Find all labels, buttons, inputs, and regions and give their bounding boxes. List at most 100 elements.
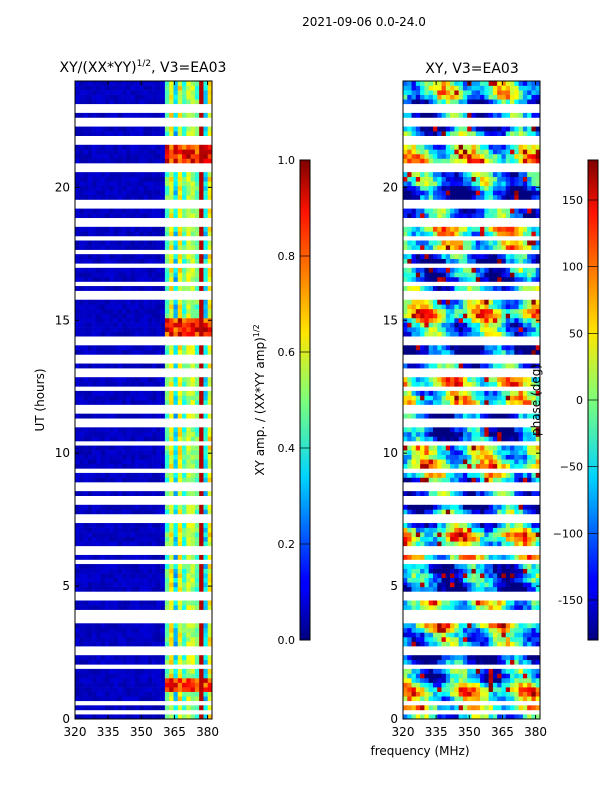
amp-cell	[177, 158, 183, 164]
amp-cell	[126, 696, 131, 702]
phase-cell	[535, 272, 541, 278]
phase-cell	[501, 504, 507, 510]
amp-cell	[122, 677, 127, 683]
phase-cell	[458, 705, 464, 711]
amp-cell	[164, 582, 170, 588]
amp-cell	[164, 636, 170, 642]
phase-cell	[510, 400, 515, 405]
phase-cell	[432, 687, 438, 692]
amp-cell	[164, 445, 170, 451]
amp-cell	[100, 682, 106, 688]
amp-cell	[87, 85, 93, 91]
phase-cell	[428, 682, 434, 688]
amp-cell	[87, 532, 93, 538]
amp-cell	[169, 272, 174, 278]
phase-cell	[475, 714, 481, 720]
phase-cell	[445, 705, 451, 711]
amp-cell	[134, 504, 140, 510]
phase-cell	[462, 627, 468, 633]
amp-cell	[207, 185, 213, 191]
amp-cell	[199, 573, 204, 579]
phase-cell	[510, 331, 515, 337]
amp-cell	[113, 176, 119, 182]
phase-cell	[475, 299, 481, 305]
amp-cell	[104, 327, 110, 332]
amp-cell	[143, 445, 149, 451]
amp-cell	[207, 450, 213, 455]
amp-cell	[143, 536, 149, 542]
phase-cell	[437, 427, 442, 433]
amp-cell	[160, 304, 166, 310]
phase-cell	[535, 349, 541, 355]
amp-cell	[100, 276, 106, 282]
phase-cell	[535, 605, 541, 610]
amp-cell	[164, 308, 170, 314]
amp-cell	[75, 158, 80, 164]
phase-cell	[437, 682, 442, 688]
amp-cell	[190, 573, 196, 579]
phase-cell	[518, 600, 524, 606]
amp-cell	[156, 523, 161, 528]
amp-cell	[177, 509, 183, 515]
amp-cell	[117, 536, 123, 542]
phase-cell	[432, 477, 438, 483]
amp-cell	[87, 623, 93, 629]
phase-cell	[445, 459, 451, 465]
amp-cell	[186, 696, 191, 702]
amp-cell	[199, 254, 204, 260]
amp-cell	[199, 131, 204, 136]
amp-cell	[139, 564, 144, 569]
amp-cell	[126, 81, 131, 86]
phase-cell	[437, 655, 442, 661]
amp-cell	[199, 673, 204, 679]
amp-cell	[92, 231, 97, 237]
amp-cell	[160, 491, 166, 496]
phase-cell	[480, 276, 485, 282]
phase-cell	[411, 436, 417, 442]
amp-cell	[100, 258, 106, 264]
phase-cell	[471, 600, 477, 606]
phase-cell	[407, 413, 412, 419]
y-tick-label: 20	[55, 180, 70, 194]
amp-cell	[177, 299, 183, 305]
phase-cell	[420, 568, 425, 574]
amp-cell	[143, 272, 149, 278]
amp-cell	[143, 258, 149, 264]
amp-cell	[75, 299, 80, 305]
amp-cell	[160, 673, 166, 679]
phase-cell	[403, 673, 408, 679]
phase-cell	[471, 322, 477, 328]
amp-cell	[130, 564, 136, 569]
amp-cell	[169, 153, 174, 159]
amp-cell	[100, 304, 106, 310]
amp-cell	[117, 705, 123, 711]
amp-cell	[139, 231, 144, 237]
amp-cell	[177, 463, 183, 469]
phase-cell	[501, 299, 507, 305]
amp-cell	[207, 194, 213, 200]
phase-cell	[454, 454, 459, 460]
amp-cell	[177, 81, 183, 86]
phase-cell	[475, 322, 481, 328]
amp-cell	[104, 144, 110, 150]
amp-cell	[147, 413, 153, 419]
amp-cell	[96, 126, 101, 132]
amp-cell	[199, 445, 204, 451]
amp-cell	[122, 600, 127, 606]
phase-cell	[450, 600, 455, 606]
phase-cell	[420, 705, 425, 711]
amp-cell	[143, 395, 149, 401]
phase-cell	[501, 381, 507, 387]
phase-cell	[415, 299, 421, 305]
phase-cell	[445, 436, 451, 442]
amp-cell	[164, 554, 170, 560]
phase-cell	[420, 345, 425, 351]
phase-cell	[437, 568, 442, 574]
amp-cell	[190, 254, 196, 260]
phase-cell	[467, 445, 472, 451]
amp-cell	[190, 682, 196, 688]
amp-cell	[117, 504, 123, 510]
phase-cell	[488, 349, 494, 355]
phase-cell	[527, 445, 532, 451]
phase-cell	[415, 536, 421, 542]
